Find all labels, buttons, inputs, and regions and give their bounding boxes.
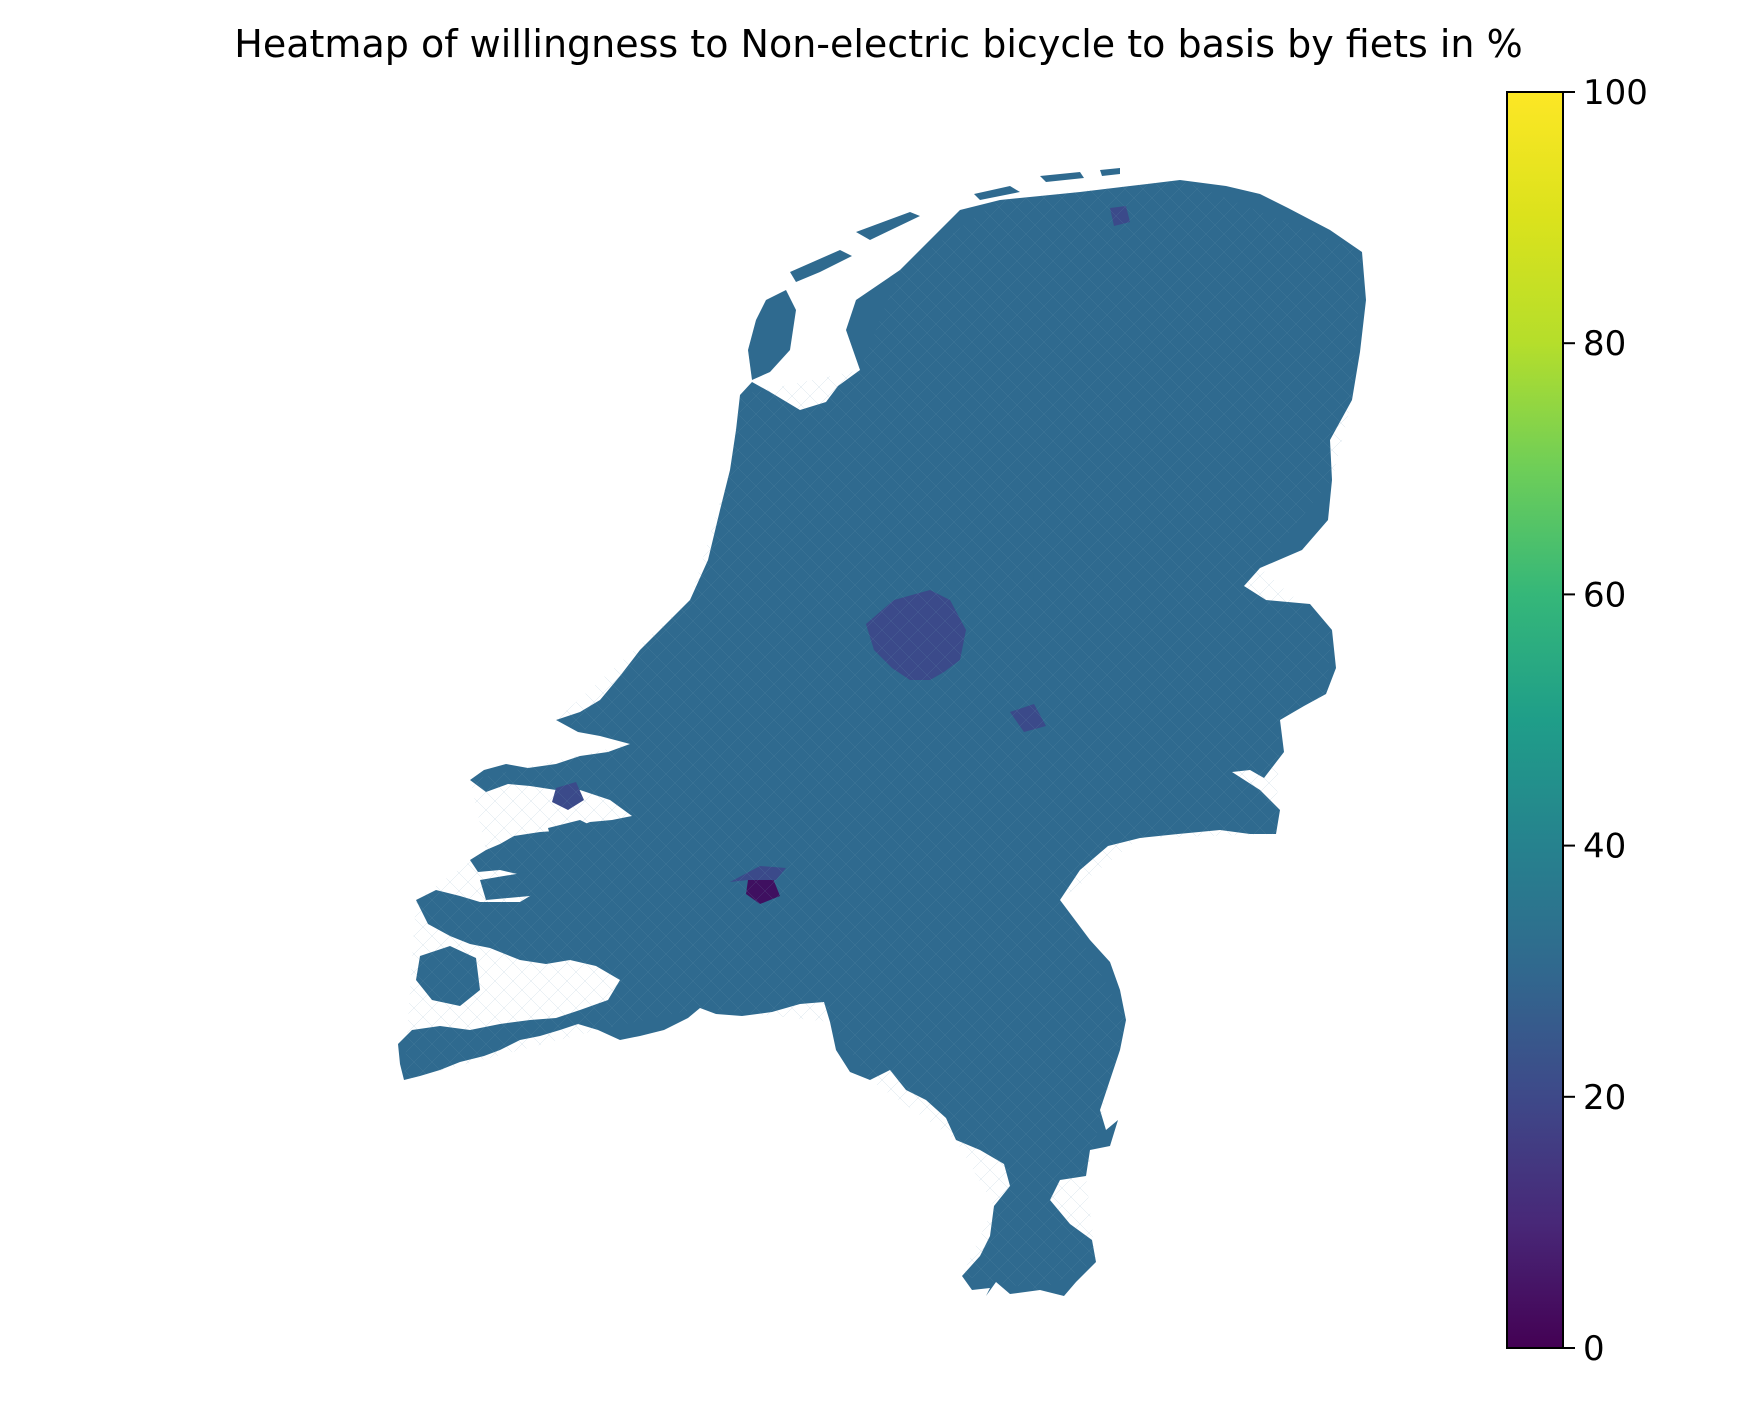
colorbar: 0 20 40 60 80 100 (1506, 73, 1648, 1369)
island-terschelling (856, 212, 920, 240)
colorbar-tick-label: 80 (1583, 324, 1626, 364)
island-texel (748, 290, 796, 380)
colorbar-tick-label: 40 (1583, 827, 1626, 867)
colorbar-tick-label: 20 (1583, 1078, 1626, 1118)
colorbar-ticks: 0 20 40 60 80 100 (1563, 73, 1648, 1369)
island-vlieland (790, 250, 852, 282)
colorbar-gradient (1506, 91, 1564, 1349)
island-ameland (974, 186, 1020, 200)
island-rottumeroog (1100, 168, 1120, 176)
netherlands-map (398, 168, 1366, 1296)
island-schiermonnikoog (1040, 172, 1084, 182)
municipal-boundaries (404, 180, 1362, 1290)
colorbar-tick-label: 0 (1583, 1329, 1605, 1369)
colorbar-tick-label: 60 (1583, 575, 1626, 615)
chart-title: Heatmap of willingness to Non-electric b… (234, 22, 1523, 66)
colorbar-tick-label: 100 (1583, 73, 1648, 113)
